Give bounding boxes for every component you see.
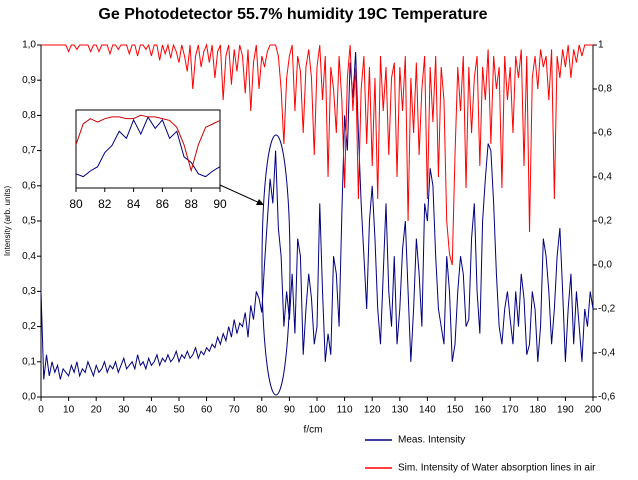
x-tick-label: 70: [229, 405, 241, 416]
arrow-line: [219, 184, 263, 205]
legend-label: Meas. Intensity: [398, 435, 465, 446]
x-tick-label: 30: [118, 405, 130, 416]
x-tick-label: 82: [98, 197, 112, 211]
x-tick-label: 150: [447, 405, 464, 416]
x-tick-label: 190: [557, 405, 574, 416]
y-tick-label: 0,2: [22, 321, 36, 332]
x-tick-label: 180: [529, 405, 546, 416]
y2-tick-label: 0,8: [598, 84, 612, 95]
y2-tick-label: -0,6: [598, 392, 616, 403]
chart-title: Ge Photodetector 55.7% humidity 19C Temp…: [98, 6, 487, 23]
x-tick-label: 40: [146, 405, 158, 416]
y-tick-label: 0,4: [22, 251, 36, 262]
x-tick-label: 90: [213, 197, 227, 211]
x-tick-label: 140: [419, 405, 436, 416]
x-axis-label: f/cm: [304, 425, 323, 436]
y2-tick-label: -0,2: [598, 304, 616, 315]
inset-frame: [75, 109, 221, 189]
y-tick-label: 0,5: [22, 216, 36, 227]
x-tick-label: 80: [69, 197, 83, 211]
x-tick-label: 100: [309, 405, 326, 416]
x-tick-label: 130: [391, 405, 408, 416]
x-tick-label: 110: [337, 405, 353, 416]
x-tick-label: 86: [156, 197, 170, 211]
y-tick-label: 0,9: [22, 75, 36, 86]
x-tick-label: 200: [585, 405, 602, 416]
y-tick-label: 1,0: [22, 40, 36, 51]
series-line: [75, 114, 221, 173]
y2-tick-label: 0,6: [598, 128, 612, 139]
y2-tick-label: 0,0: [598, 260, 612, 271]
x-tick-label: 20: [91, 405, 103, 416]
x-tick-label: 90: [284, 405, 296, 416]
y-tick-label: 0,7: [22, 145, 36, 156]
y-tick-label: 0,8: [22, 110, 36, 121]
y2-tick-label: 0,2: [598, 216, 612, 227]
x-tick-label: 120: [364, 405, 381, 416]
highlight-ellipse: [261, 134, 291, 396]
arrow-head: [256, 199, 264, 205]
x-tick-label: 170: [502, 405, 519, 416]
x-tick-label: 10: [63, 405, 75, 416]
y-axis-label: Intensity (arb. units): [3, 186, 12, 257]
x-tick-label: 60: [201, 405, 213, 416]
x-tick-label: 0: [38, 405, 44, 416]
y2-tick-label: 0,4: [598, 172, 612, 183]
x-tick-label: 80: [256, 405, 268, 416]
y-tick-label: 0,6: [22, 180, 36, 191]
x-tick-label: 50: [173, 405, 185, 416]
y2-tick-label: 1: [598, 40, 604, 51]
x-tick-label: 88: [185, 197, 199, 211]
y-tick-label: 0,0: [22, 392, 36, 403]
y-tick-label: 0,1: [22, 356, 36, 367]
x-tick-label: 84: [127, 197, 141, 211]
legend-label: Sim. Intensity of Water absorption lines…: [398, 463, 596, 474]
series-line: [41, 43, 593, 266]
x-tick-label: 160: [474, 405, 491, 416]
y2-tick-label: -0,4: [598, 348, 616, 359]
series-line: [40, 52, 594, 380]
y-tick-label: 0,3: [22, 286, 36, 297]
